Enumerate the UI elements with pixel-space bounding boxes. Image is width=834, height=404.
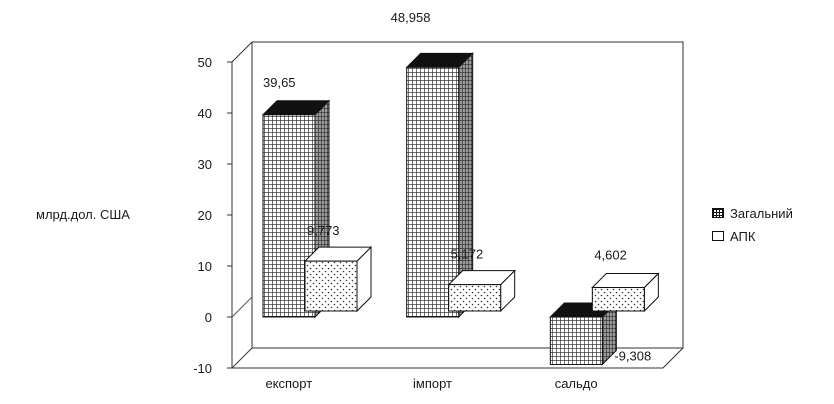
y-tick-label: 40 xyxy=(198,106,212,121)
legend-label: Загальний xyxy=(730,205,793,221)
bar-front xyxy=(304,260,358,312)
x-tick-label: сальдо xyxy=(555,376,598,391)
legend-swatch-grid-icon xyxy=(712,208,724,218)
y-tick-label: 50 xyxy=(198,55,212,70)
legend-item-series-0: Загальний xyxy=(712,204,793,222)
y-axis-title: млрд.дол. США xyxy=(36,207,130,222)
y-tick-label: 0 xyxy=(205,310,212,325)
x-tick-label: імпорт xyxy=(413,376,452,391)
legend-swatch-dots-icon xyxy=(712,231,724,241)
bar-front xyxy=(406,66,460,318)
y-tick-label: 30 xyxy=(198,157,212,172)
y-tick-label: -10 xyxy=(193,361,212,376)
bar-front xyxy=(448,284,502,312)
legend-item-series-1: АПК xyxy=(712,227,793,245)
data-label: 9,773 xyxy=(307,223,340,238)
bar-1-0 xyxy=(303,245,373,313)
data-label: 48,958 xyxy=(391,10,431,25)
data-labels: 39,65 9,773 48,958 5,172 -9,308 4,602 xyxy=(263,10,651,363)
y-tick-label: 20 xyxy=(198,208,212,223)
bar-front xyxy=(591,287,645,312)
legend: Загальний АПК xyxy=(712,204,793,250)
legend-label: АПК xyxy=(730,228,756,244)
bar-front xyxy=(549,316,603,365)
bars xyxy=(261,52,660,366)
data-label: 39,65 xyxy=(263,75,296,90)
data-label: 4,602 xyxy=(594,248,627,263)
x-tick-label: експорт xyxy=(265,376,312,391)
bar-0-1 xyxy=(405,52,474,319)
y-axis: -10 0 10 20 30 40 50 xyxy=(193,55,253,376)
y-tick-label: 10 xyxy=(198,259,212,274)
bar-0-2 xyxy=(549,301,618,366)
data-label: 5,172 xyxy=(451,247,484,262)
bar-1-2 xyxy=(591,272,660,313)
x-axis: експорт імпорт сальдо xyxy=(265,376,597,391)
floor-edge xyxy=(231,347,253,369)
zero-baseline xyxy=(231,296,253,318)
data-label: -9,308 xyxy=(614,348,651,363)
bar-1-1 xyxy=(447,269,516,313)
